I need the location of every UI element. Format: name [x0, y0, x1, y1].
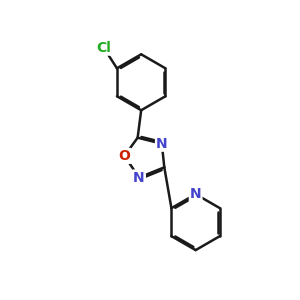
Text: N: N — [190, 187, 202, 201]
Text: O: O — [118, 149, 130, 163]
Text: N: N — [133, 170, 145, 184]
Text: Cl: Cl — [96, 41, 111, 55]
Text: N: N — [156, 137, 168, 151]
